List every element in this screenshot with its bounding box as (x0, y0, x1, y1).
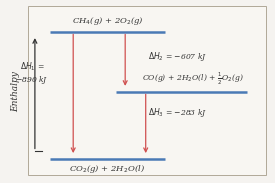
FancyBboxPatch shape (28, 6, 266, 175)
Text: CO(g) + 2H$_2$O(l) + $\frac{1}{2}$O$_2$(g): CO(g) + 2H$_2$O(l) + $\frac{1}{2}$O$_2$(… (142, 71, 244, 87)
Text: CH$_4$(g) + 2O$_2$(g): CH$_4$(g) + 2O$_2$(g) (72, 15, 143, 27)
Text: CO$_2$(g) + 2H$_2$O(l): CO$_2$(g) + 2H$_2$O(l) (69, 163, 145, 175)
Text: $\Delta H_1$ =
$-$890 kJ: $\Delta H_1$ = $-$890 kJ (15, 60, 49, 86)
Text: $\Delta H_3$ = $-$283 kJ: $\Delta H_3$ = $-$283 kJ (148, 106, 208, 119)
Text: $\Delta H_2$ = $-$607 kJ: $\Delta H_2$ = $-$607 kJ (148, 50, 208, 63)
Text: Enthalpy: Enthalpy (11, 71, 20, 112)
